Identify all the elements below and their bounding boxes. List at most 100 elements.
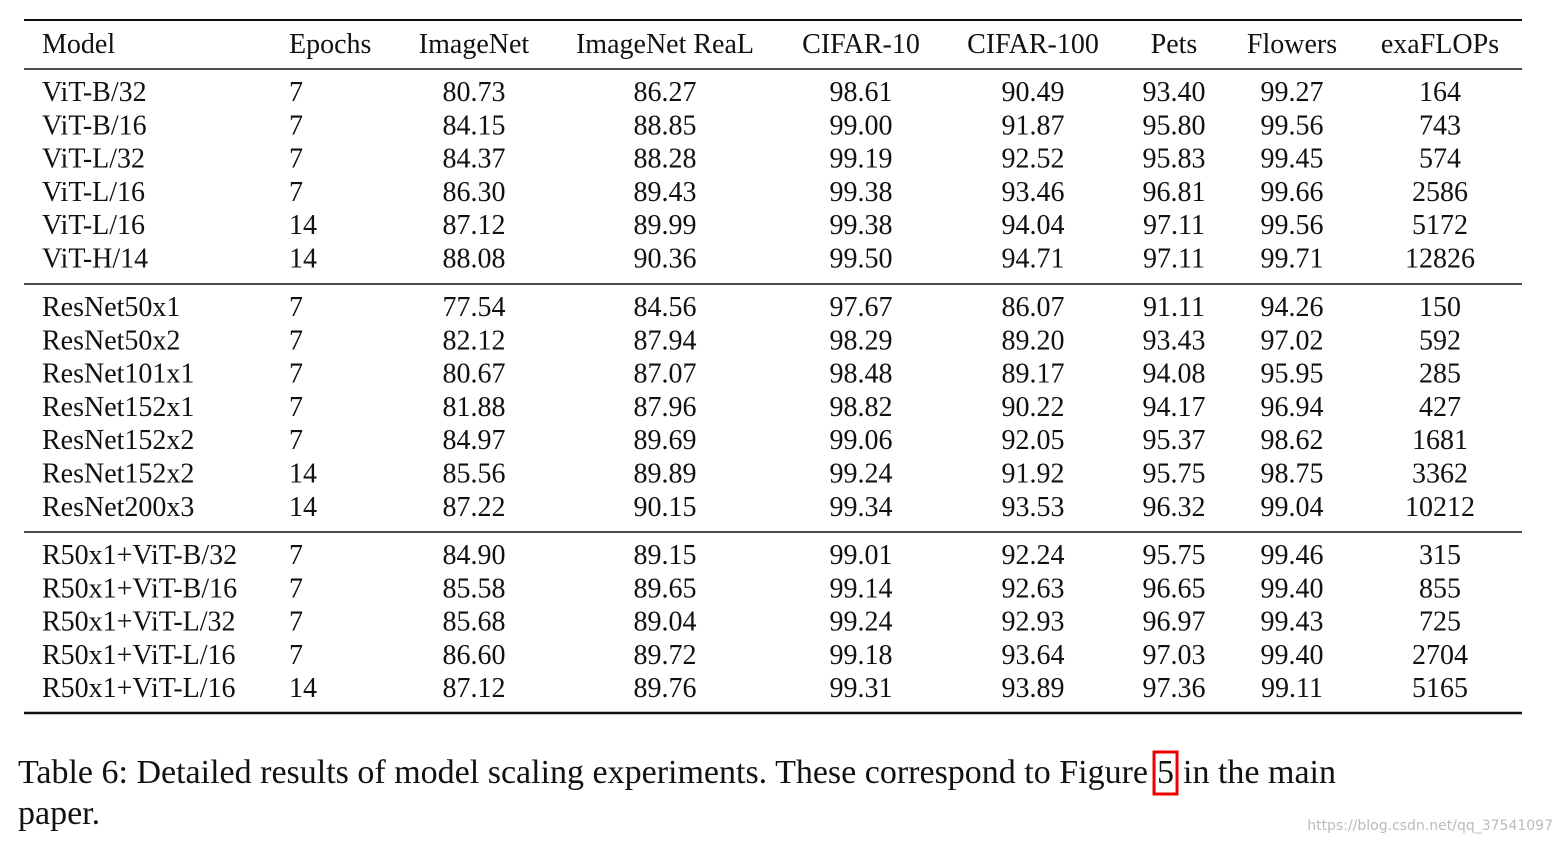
table-cell: 14	[289, 244, 317, 275]
model-name: ResNet50x2	[42, 325, 180, 356]
table-cell: 99.24	[830, 607, 893, 638]
figure-ref: 5	[1157, 754, 1174, 791]
table-cell: 86.30	[443, 177, 506, 208]
model-name: ResNet200x3	[42, 492, 194, 523]
table-cell: 99.06	[830, 425, 893, 456]
caption: in the main	[1183, 754, 1336, 791]
table-cell: 98.75	[1261, 459, 1324, 490]
table-cell: 7	[289, 640, 303, 671]
table-cell: 7	[289, 110, 303, 141]
table-cell: 84.90	[443, 540, 506, 571]
table-cell: 81.88	[443, 392, 506, 423]
table-cell: 84.56	[634, 292, 697, 323]
table-cell: 96.97	[1143, 607, 1206, 638]
table-cell: 592	[1419, 325, 1461, 356]
table-cell: 98.29	[830, 325, 893, 356]
table-cell: 574	[1419, 144, 1461, 175]
table-cell: 87.94	[634, 325, 697, 356]
table-cell: 95.75	[1143, 540, 1206, 571]
table-cell: 99.04	[1261, 492, 1324, 523]
table-cell: 90.36	[634, 244, 697, 275]
table-cell: 164	[1419, 77, 1461, 108]
table-cell: 89.69	[634, 425, 697, 456]
table-cell: 14	[289, 210, 317, 241]
model-name: R50x1+ViT-B/32	[42, 540, 237, 571]
table-cell: 93.46	[1002, 177, 1065, 208]
table-cell: 89.04	[634, 607, 697, 638]
table-cell: 97.02	[1261, 325, 1324, 356]
table-cell: 82.12	[443, 325, 506, 356]
table-cell: 99.45	[1261, 144, 1324, 175]
table-cell: 92.05	[1002, 425, 1065, 456]
table-cell: 98.61	[830, 77, 893, 108]
table-cell: 285	[1419, 359, 1461, 390]
table-cell: 89.15	[634, 540, 697, 571]
table-cell: 86.27	[634, 77, 697, 108]
table-cell: 86.07	[1002, 292, 1065, 323]
model-name: ViT-L/32	[42, 144, 145, 175]
table-cell: 12826	[1405, 244, 1475, 275]
table-cell: 87.12	[443, 673, 506, 704]
table-cell: 2704	[1412, 640, 1468, 671]
table-cell: 80.73	[443, 77, 506, 108]
table-cell: 99.38	[830, 210, 893, 241]
table-cell: 99.24	[830, 459, 893, 490]
table-cell: 95.37	[1143, 425, 1206, 456]
table-cell: 99.56	[1261, 110, 1324, 141]
table-cell: 98.62	[1261, 425, 1324, 456]
table-cell: 92.93	[1002, 607, 1065, 638]
table-cell: 1681	[1412, 425, 1468, 456]
table-cell: 7	[289, 540, 303, 571]
table-cell: 855	[1419, 573, 1461, 604]
table-cell: 96.81	[1143, 177, 1206, 208]
table-cell: 95.95	[1261, 359, 1324, 390]
table-cell: 87.22	[443, 492, 506, 523]
column-header: Pets	[1151, 29, 1198, 60]
column-header: Epochs	[289, 29, 371, 60]
table-cell: 88.85	[634, 110, 697, 141]
table-cell: 80.67	[443, 359, 506, 390]
table-cell: 86.60	[443, 640, 506, 671]
table-cell: 91.92	[1002, 459, 1065, 490]
table-cell: 87.12	[443, 210, 506, 241]
table-cell: 5165	[1412, 673, 1468, 704]
table-cell: 99.40	[1261, 640, 1324, 671]
table-cell: 85.56	[443, 459, 506, 490]
model-name: R50x1+ViT-L/16	[42, 673, 236, 704]
table-cell: 93.89	[1002, 673, 1065, 704]
table-cell: 427	[1419, 392, 1461, 423]
table-cell: 87.07	[634, 359, 697, 390]
table-cell: 92.63	[1002, 573, 1065, 604]
table-cell: 7	[289, 77, 303, 108]
table-cell: 7	[289, 392, 303, 423]
table-cell: 84.97	[443, 425, 506, 456]
table-cell: 7	[289, 292, 303, 323]
column-header: Flowers	[1247, 29, 1337, 60]
table-cell: 97.11	[1143, 244, 1205, 275]
table-cell: 3362	[1412, 459, 1468, 490]
table-cell: 99.31	[830, 673, 893, 704]
table-cell: 91.87	[1002, 110, 1065, 141]
table-cell: 97.67	[830, 292, 893, 323]
table-cell: 94.08	[1143, 359, 1206, 390]
table-cell: 90.22	[1002, 392, 1065, 423]
table-cell: 84.37	[443, 144, 506, 175]
table-cell: 93.40	[1143, 77, 1206, 108]
model-name: ResNet50x1	[42, 292, 180, 323]
table-cell: 97.03	[1143, 640, 1206, 671]
table-cell: 150	[1419, 292, 1461, 323]
table-cell: 7	[289, 573, 303, 604]
table-cell: 96.32	[1143, 492, 1206, 523]
column-header: CIFAR-100	[967, 29, 1099, 60]
table-cell: 95.80	[1143, 110, 1206, 141]
table-cell: 99.01	[830, 540, 893, 571]
table-cell: 93.64	[1002, 640, 1065, 671]
table-cell: 93.53	[1002, 492, 1065, 523]
table-cell: 94.17	[1143, 392, 1206, 423]
table-cell: 7	[289, 325, 303, 356]
column-header: ImageNet	[419, 29, 530, 60]
table-cell: 95.83	[1143, 144, 1206, 175]
model-name: ViT-L/16	[42, 210, 145, 241]
model-name: R50x1+ViT-L/32	[42, 607, 236, 638]
